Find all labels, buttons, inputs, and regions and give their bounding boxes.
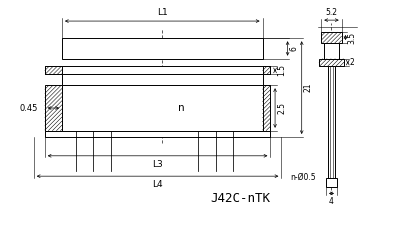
Text: L1: L1 — [156, 8, 167, 17]
Bar — [62, 85, 262, 131]
Bar — [45, 85, 62, 131]
Text: n: n — [177, 103, 184, 113]
Text: 5.2: 5.2 — [325, 8, 337, 17]
Text: 2: 2 — [349, 58, 354, 67]
Text: 0.45: 0.45 — [19, 104, 38, 113]
Text: L3: L3 — [152, 160, 162, 169]
Text: n-Ø0.5: n-Ø0.5 — [290, 173, 315, 182]
Bar — [320, 32, 341, 43]
Text: 4: 4 — [328, 197, 333, 207]
Bar — [262, 85, 270, 131]
Text: J42C-nTK: J42C-nTK — [210, 192, 270, 205]
Text: 3.5: 3.5 — [347, 32, 356, 44]
Bar — [45, 131, 270, 137]
Bar — [45, 67, 62, 74]
Bar — [318, 59, 343, 67]
Text: 1.5: 1.5 — [277, 64, 286, 76]
Bar — [262, 67, 270, 74]
Bar — [327, 67, 335, 178]
Text: 2.5: 2.5 — [277, 102, 286, 114]
Bar — [324, 43, 338, 59]
Text: 21: 21 — [303, 83, 312, 92]
Text: L4: L4 — [152, 180, 162, 189]
Bar — [62, 38, 262, 59]
Bar — [325, 178, 336, 187]
Bar — [62, 74, 262, 85]
Bar — [45, 67, 270, 74]
Text: 6: 6 — [289, 46, 298, 51]
